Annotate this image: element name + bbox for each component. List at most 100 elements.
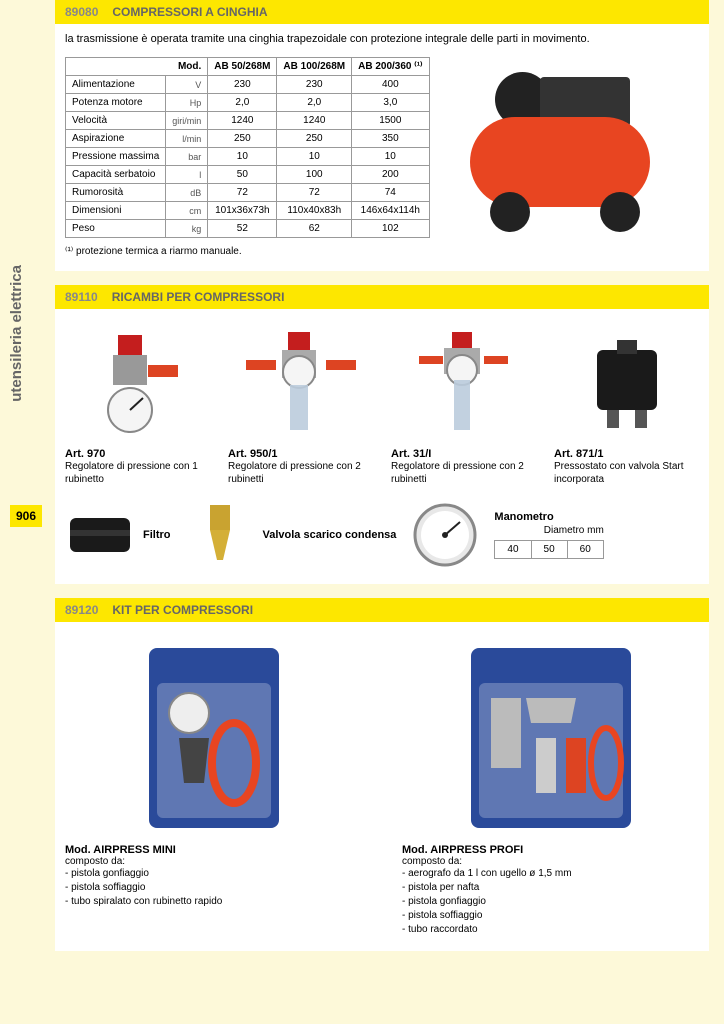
spec-label: Capacità serbatoio xyxy=(66,166,166,184)
mano-size: 40 xyxy=(495,541,531,559)
manometro-label: Manometro xyxy=(494,511,603,523)
part-artno: Art. 970 xyxy=(65,448,210,460)
spec-row: Aspirazionel/min250250350 xyxy=(66,130,430,148)
part-manometro-img xyxy=(410,500,480,570)
part-image xyxy=(554,325,699,445)
section-body-kit: Mod. AIRPRESS MINI composto da: pistola … xyxy=(55,622,709,951)
spec-row: Potenza motoreHp2,02,03,0 xyxy=(66,94,430,112)
col-mod: Mod. xyxy=(66,58,208,76)
kit-item: Mod. AIRPRESS MINI composto da: pistola … xyxy=(65,638,362,937)
manometro-icon xyxy=(410,500,480,570)
section-code: 89110 xyxy=(65,290,98,304)
spec-value: 146x64x114h xyxy=(352,202,429,220)
part-artno: Art. 871/1 xyxy=(554,448,699,460)
section-code: 89120 xyxy=(65,603,98,617)
kit-list-item: pistola soffiaggio xyxy=(65,881,362,895)
part-desc: Pressostato con valvola Start incorporat… xyxy=(554,460,699,486)
kit-title: Mod. AIRPRESS MINI xyxy=(65,844,362,856)
mano-size: 60 xyxy=(567,541,603,559)
spec-value: 1500 xyxy=(352,112,429,130)
part-desc: Regolatore di pressione con 2 rubinetti xyxy=(391,460,536,486)
spec-label: Alimentazione xyxy=(66,76,166,94)
spec-value: 100 xyxy=(277,166,352,184)
spec-row: Velocitàgiri/min124012401500 xyxy=(66,112,430,130)
part-item: Art. 950/1 Regolatore di pressione con 2… xyxy=(228,325,373,486)
kit-title: Mod. AIRPRESS PROFI xyxy=(402,844,699,856)
section-title: KIT PER COMPRESSORI xyxy=(112,603,253,617)
spec-value: 101x36x73h xyxy=(208,202,277,220)
part-image xyxy=(391,325,536,445)
page-number: 906 xyxy=(10,505,42,527)
part-filtro: Filtro xyxy=(65,500,171,570)
model-col: AB 50/268M xyxy=(208,58,277,76)
spec-unit: l/min xyxy=(166,130,208,148)
spec-row: Pesokg5262102 xyxy=(66,220,430,238)
section-code: 89080 xyxy=(65,5,98,19)
spec-value: 200 xyxy=(352,166,429,184)
spec-unit: Hp xyxy=(166,94,208,112)
part-image xyxy=(228,325,373,445)
spec-value: 74 xyxy=(352,184,429,202)
part-item: Art. 871/1 Pressostato con valvola Start… xyxy=(554,325,699,486)
spec-label: Velocità xyxy=(66,112,166,130)
spec-row: Pressione massimabar101010 xyxy=(66,148,430,166)
spec-unit: giri/min xyxy=(166,112,208,130)
spec-value: 1240 xyxy=(277,112,352,130)
part-artno: Art. 31/I xyxy=(391,448,536,460)
model-col: AB 100/268M xyxy=(277,58,352,76)
section-header-ricambi: 89110 RICAMBI PER COMPRESSORI xyxy=(55,285,709,309)
kit-list-item: pistola gonfiaggio xyxy=(402,895,699,909)
spec-row: Capacità serbatoiol50100200 xyxy=(66,166,430,184)
part-item: Art. 970 Regolatore di pressione con 1 r… xyxy=(65,325,210,486)
compressor-image xyxy=(450,57,680,237)
spec-value: 250 xyxy=(277,130,352,148)
spec-value: 2,0 xyxy=(277,94,352,112)
kit-list-item: pistola gonfiaggio xyxy=(65,867,362,881)
spec-unit: l xyxy=(166,166,208,184)
section-header-kit: 89120 KIT PER COMPRESSORI xyxy=(55,598,709,622)
spec-value: 10 xyxy=(352,148,429,166)
part-item: Art. 31/I Regolatore di pressione con 2 … xyxy=(391,325,536,486)
footnote: ⁽¹⁾ protezione termica a riarmo manuale. xyxy=(65,246,699,257)
spec-unit: bar xyxy=(166,148,208,166)
part-desc: Regolatore di pressione con 2 rubinetti xyxy=(228,460,373,486)
part-valvola: Valvola scarico condensa xyxy=(185,500,397,570)
spec-label: Peso xyxy=(66,220,166,238)
section-title: RICAMBI PER COMPRESSORI xyxy=(112,290,285,304)
kit-image xyxy=(402,638,699,838)
spec-value: 50 xyxy=(208,166,277,184)
part-desc: Regolatore di pressione con 1 rubinetto xyxy=(65,460,210,486)
kit-list-item: tubo spiralato con rubinetto rapido xyxy=(65,895,362,909)
kit-list-item: pistola soffiaggio xyxy=(402,909,699,923)
kit-item: Mod. AIRPRESS PROFI composto da: aerogra… xyxy=(402,638,699,937)
spec-row: AlimentazioneV230230400 xyxy=(66,76,430,94)
section-body-ricambi: Art. 970 Regolatore di pressione con 1 r… xyxy=(55,309,709,584)
spec-value: 250 xyxy=(208,130,277,148)
spec-value: 2,0 xyxy=(208,94,277,112)
spec-value: 230 xyxy=(277,76,352,94)
spec-value: 72 xyxy=(208,184,277,202)
part-label: Filtro xyxy=(143,529,171,541)
spec-value: 102 xyxy=(352,220,429,238)
spec-row: Dimensionicm101x36x73h110x40x83h146x64x1… xyxy=(66,202,430,220)
part-artno: Art. 950/1 xyxy=(228,448,373,460)
intro-text: la trasmissione è operata tramite una ci… xyxy=(65,32,699,47)
spec-value: 3,0 xyxy=(352,94,429,112)
spec-value: 62 xyxy=(277,220,352,238)
spec-label: Dimensioni xyxy=(66,202,166,220)
part-image xyxy=(65,325,210,445)
manometro-sub: Diametro mm xyxy=(494,525,603,536)
spec-value: 10 xyxy=(208,148,277,166)
model-col: AB 200/360 ⁽¹⁾ xyxy=(352,58,429,76)
spec-label: Rumorosità xyxy=(66,184,166,202)
kit-sub: composto da: xyxy=(65,856,362,867)
spec-value: 1240 xyxy=(208,112,277,130)
spec-row: RumorositàdB727274 xyxy=(66,184,430,202)
spec-value: 230 xyxy=(208,76,277,94)
kit-list-item: aerografo da 1 l con ugello ø 1,5 mm xyxy=(402,867,699,881)
kit-image xyxy=(65,638,362,838)
kit-list: pistola gonfiaggiopistola soffiaggiotubo… xyxy=(65,867,362,909)
spec-table: Mod. AB 50/268M AB 100/268M AB 200/360 ⁽… xyxy=(65,57,430,238)
manometro-block: Manometro Diametro mm 40 50 60 xyxy=(494,511,603,559)
kit-list: aerografo da 1 l con ugello ø 1,5 mm pist… xyxy=(402,867,699,937)
